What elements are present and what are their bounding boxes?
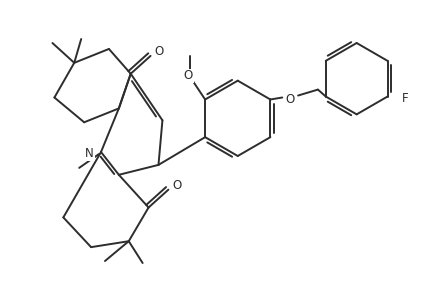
Text: O: O (184, 69, 193, 82)
Text: O: O (285, 93, 295, 106)
Text: O: O (155, 45, 164, 58)
Text: F: F (402, 92, 408, 105)
Text: O: O (173, 179, 182, 192)
Text: N: N (85, 147, 94, 161)
